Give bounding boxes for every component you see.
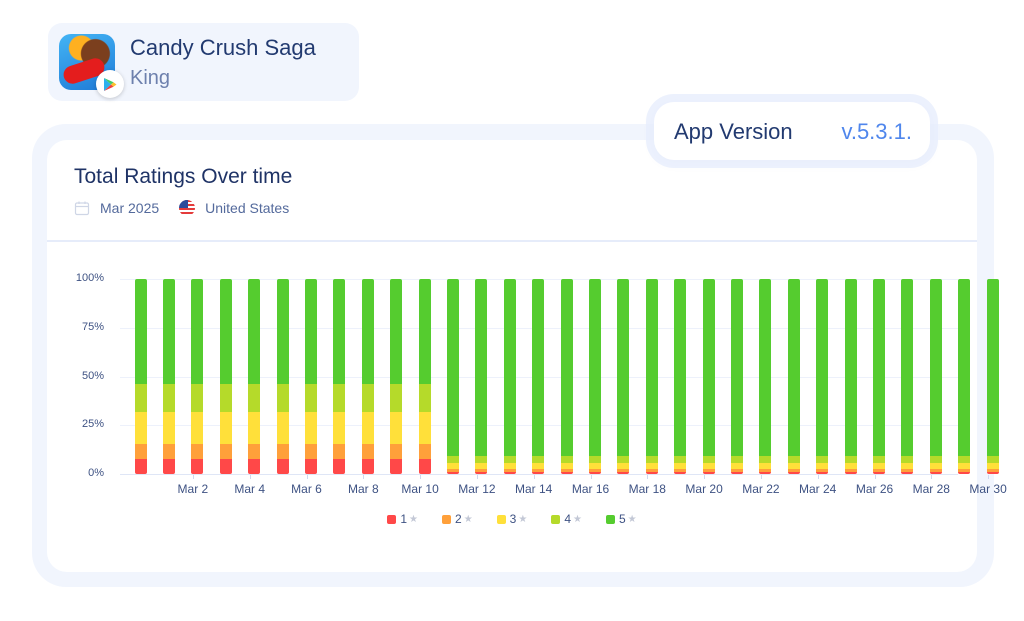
legend-label: 1 bbox=[400, 512, 408, 526]
google-play-icon bbox=[96, 70, 124, 98]
star-icon: ★ bbox=[518, 513, 528, 525]
country-filter[interactable]: United States bbox=[205, 200, 290, 216]
chart-meta: Mar 2025 United States bbox=[74, 200, 289, 216]
divider bbox=[47, 240, 977, 242]
star-icon: ★ bbox=[409, 513, 419, 525]
legend-label: 2 bbox=[455, 512, 462, 526]
legend-swatch bbox=[442, 514, 452, 524]
legend-label: 3 bbox=[509, 512, 517, 526]
legend-swatch bbox=[605, 514, 615, 524]
app-developer: King bbox=[130, 67, 171, 89]
legend-item-1-star[interactable]: 1 ★ bbox=[387, 512, 418, 526]
chart-title: Total Ratings Over time bbox=[74, 165, 293, 188]
calendar-icon bbox=[74, 201, 90, 216]
app-name: Candy Crush Saga bbox=[130, 35, 316, 60]
legend-swatch bbox=[387, 514, 397, 524]
legend-swatch bbox=[551, 514, 561, 524]
version-label: App Version bbox=[674, 119, 793, 144]
legend-item-4-star[interactable]: 4 ★ bbox=[551, 512, 582, 526]
legend-label: 4 bbox=[564, 512, 572, 526]
legend-item-2-star[interactable]: 2 ★ bbox=[442, 512, 473, 526]
legend-item-3-star[interactable]: 3 ★ bbox=[496, 512, 528, 526]
us-flag-icon bbox=[179, 200, 196, 216]
app-version-badge: App Version v.5.3.1. bbox=[654, 102, 930, 160]
star-icon: ★ bbox=[627, 513, 637, 525]
date-filter[interactable]: Mar 2025 bbox=[100, 200, 160, 216]
legend-swatch bbox=[496, 514, 506, 524]
legend-label: 5 bbox=[618, 512, 626, 526]
app-card: Candy Crush Saga King bbox=[48, 23, 359, 101]
version-value: v.5.3.1. bbox=[841, 119, 912, 144]
star-icon: ★ bbox=[463, 513, 473, 525]
star-icon: ★ bbox=[573, 513, 582, 525]
legend-item-5-star[interactable]: 5 ★ bbox=[605, 512, 637, 526]
chart-legend: 1 ★ 2 ★ 3 ★ 4 ★ 5 ★ bbox=[0, 512, 1024, 526]
